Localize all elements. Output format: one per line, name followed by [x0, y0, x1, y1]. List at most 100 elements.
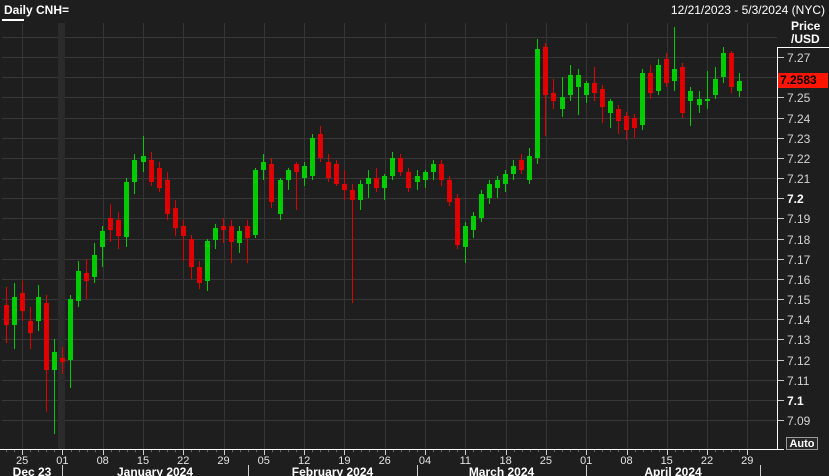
price-tick-mark — [778, 399, 784, 401]
time-tick-label: 08 — [96, 455, 109, 467]
time-tick-minor — [207, 450, 209, 452]
candle-body — [124, 182, 130, 237]
candle-body — [285, 170, 291, 181]
gridline-vertical — [425, 23, 426, 450]
gridline-horizontal — [2, 178, 777, 179]
candle-body — [221, 226, 227, 231]
time-tick-major — [666, 450, 668, 455]
time-tick-minor — [328, 450, 330, 452]
time-tick-minor — [618, 450, 620, 452]
time-tick-minor — [497, 450, 499, 452]
gridline-vertical — [263, 23, 265, 450]
candle-body — [462, 226, 468, 247]
time-tick-label: 22 — [177, 455, 190, 467]
time-tick-major — [223, 450, 225, 455]
time-tick-minor — [54, 450, 56, 452]
gridline-horizontal — [2, 36, 777, 38]
time-axis[interactable]: 25 01 08 15 22 29 05 12 19 26 04 11 18 25 01 08 15 22 29 De… — [0, 450, 829, 476]
time-tick-label: 22 — [700, 455, 714, 467]
chart-border-right — [777, 47, 778, 450]
time-tick-minor — [699, 450, 700, 452]
month-label: January 2024 — [116, 465, 194, 476]
price-tick-label: 7.25 — [787, 91, 811, 106]
candle-body — [615, 109, 621, 122]
candle-body — [583, 83, 589, 96]
price-axis-unit-label: Price /USD — [791, 19, 821, 46]
time-tick-minor — [392, 450, 394, 452]
time-tick-minor — [288, 450, 289, 452]
candlestick-plot-area[interactable] — [0, 23, 778, 450]
candle-body — [438, 163, 444, 180]
time-tick-minor — [191, 450, 193, 452]
time-tick-minor — [408, 450, 410, 452]
gridline-horizontal — [2, 420, 777, 422]
candle-body — [172, 208, 178, 229]
candle-body — [237, 230, 243, 243]
time-tick-minor — [553, 450, 555, 452]
time-tick-major — [586, 450, 588, 455]
candle-wick — [577, 69, 579, 116]
time-tick-major — [263, 450, 265, 455]
price-tick-mark — [778, 117, 784, 119]
time-tick-minor — [38, 450, 40, 452]
price-axis[interactable]: Price /USD 7.27 7.25 7.24 7.23 7.22 7.21 7.2 7.… — [778, 0, 829, 476]
time-tick-minor — [86, 450, 88, 452]
candle-body — [269, 163, 275, 203]
candle-body — [148, 159, 154, 183]
candle-body — [341, 184, 347, 191]
time-tick-minor — [731, 450, 733, 452]
time-tick-major — [747, 450, 749, 455]
candle-body — [575, 75, 581, 88]
candle-body — [188, 238, 194, 267]
time-tick-minor — [690, 450, 692, 452]
time-tick-minor — [441, 450, 443, 452]
auto-scale-button[interactable]: Auto — [786, 437, 818, 450]
price-tick-mark — [778, 238, 784, 240]
candle-wick — [609, 99, 611, 128]
candle-body — [3, 305, 9, 326]
candle-body — [728, 53, 734, 88]
time-tick-label: 08 — [620, 455, 633, 467]
chart-border-axis-top — [777, 47, 829, 48]
candle-body — [59, 357, 65, 362]
gridline-horizontal — [2, 97, 777, 99]
time-tick-minor — [126, 450, 128, 452]
time-tick-label: 01 — [580, 455, 593, 467]
time-tick-minor — [739, 450, 741, 452]
price-tick-label: 7.17 — [787, 252, 811, 267]
candle-body — [19, 293, 25, 312]
time-tick-minor — [46, 450, 48, 452]
time-tick-minor — [110, 450, 112, 452]
candle-body — [720, 53, 726, 78]
candle-body — [213, 228, 218, 241]
candle-body — [245, 226, 251, 239]
gridline-vertical — [545, 23, 547, 450]
last-price-badge: 7.2583 — [778, 73, 828, 88]
time-tick-minor — [417, 450, 418, 452]
time-tick-major — [465, 450, 467, 455]
session-break-band — [58, 23, 65, 450]
candle-body — [422, 172, 428, 181]
time-tick-label: 15 — [660, 455, 673, 467]
candle-body — [398, 157, 404, 172]
candle-wick — [690, 87, 692, 126]
candle-body — [68, 299, 73, 360]
time-tick-label: 18 — [499, 455, 512, 467]
time-tick-minor — [562, 450, 563, 452]
price-tick-mark — [778, 258, 784, 260]
candle-body — [406, 172, 412, 189]
time-tick-minor — [602, 450, 604, 452]
time-tick-major — [626, 450, 628, 455]
month-label: February 2024 — [291, 465, 374, 476]
gridline-horizontal — [2, 359, 777, 361]
time-tick-minor — [199, 450, 201, 452]
time-tick-label: 11 — [459, 455, 472, 467]
candle-wick — [247, 220, 249, 263]
candle-body — [656, 65, 662, 92]
gridline-horizontal — [2, 157, 777, 159]
candle-body — [374, 178, 380, 189]
candle-body — [736, 80, 742, 92]
time-tick-minor — [215, 450, 217, 452]
time-tick-major — [22, 450, 24, 455]
candle-body — [624, 115, 629, 130]
